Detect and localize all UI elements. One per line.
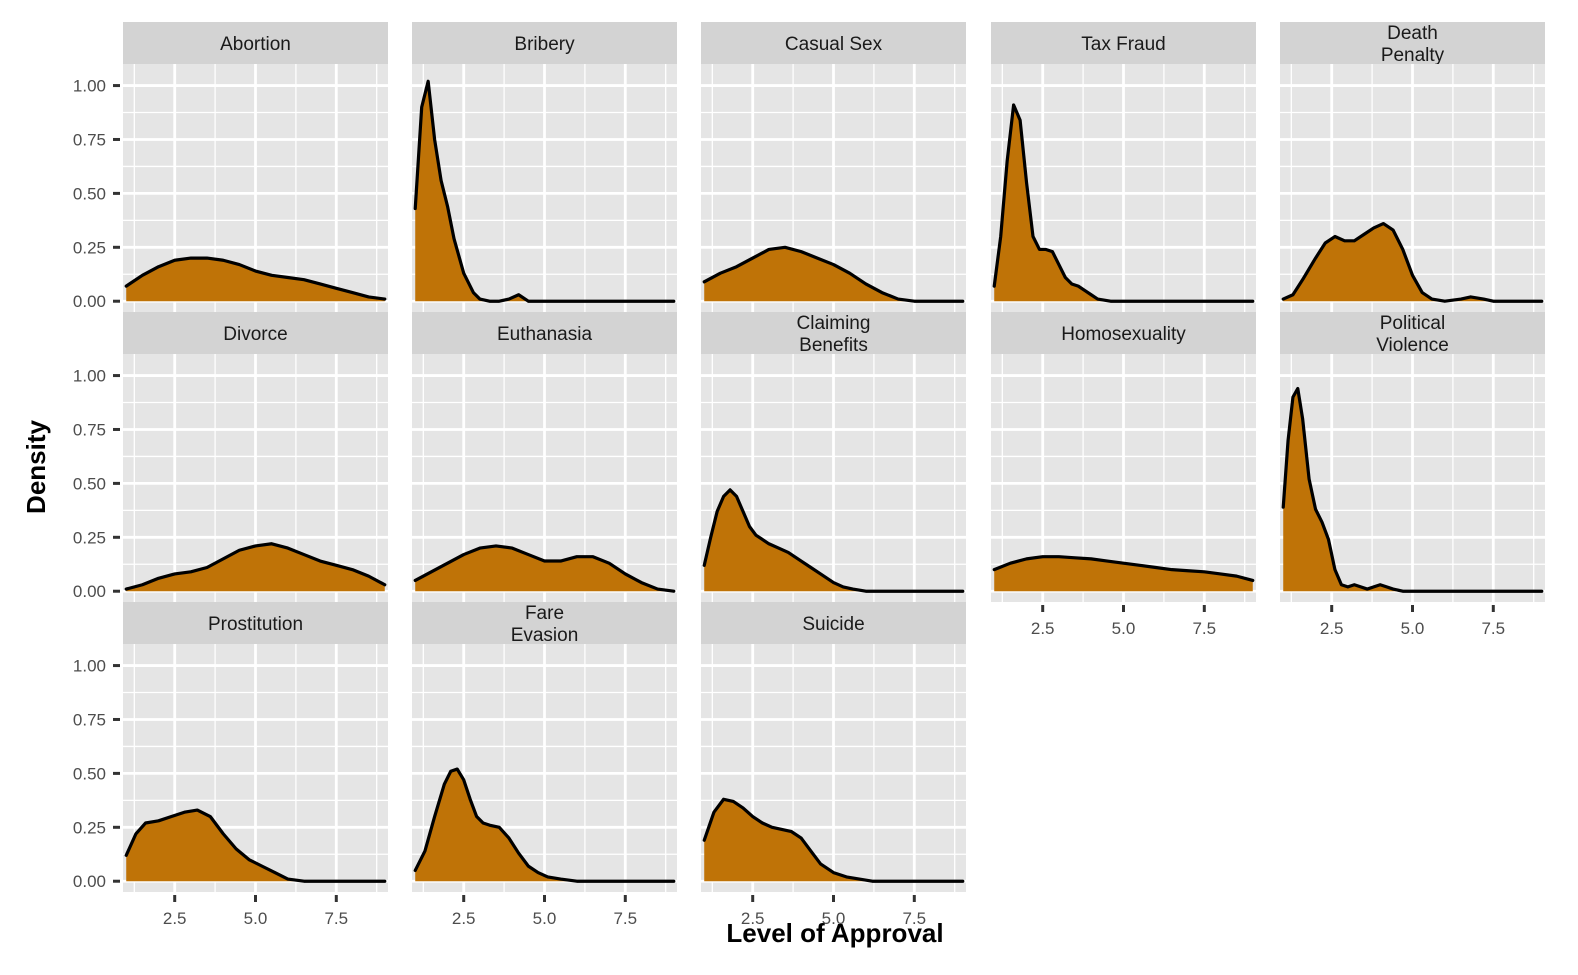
density-line bbox=[702, 488, 965, 593]
facet-strip-label: Suicide bbox=[802, 614, 864, 635]
density-line bbox=[992, 103, 1255, 303]
x-tick-label: 7.5 bbox=[1481, 619, 1505, 638]
facet-strip-label: Divorce bbox=[223, 324, 287, 345]
y-tick-label: 0.75 bbox=[73, 130, 106, 149]
density-area bbox=[1283, 223, 1542, 302]
density-line bbox=[413, 79, 676, 303]
density-line bbox=[124, 256, 387, 301]
density-area bbox=[704, 489, 963, 592]
x-tick-label: 7.5 bbox=[613, 909, 637, 928]
density-area bbox=[415, 545, 674, 592]
density-line bbox=[992, 555, 1255, 583]
facet-strip bbox=[1280, 312, 1545, 354]
facet-2: Bribery bbox=[412, 22, 677, 312]
facet-strip-label: Death Penalty bbox=[1381, 23, 1445, 66]
density-line bbox=[702, 245, 965, 303]
facet-strip bbox=[412, 602, 677, 644]
x-tick-label: 5.0 bbox=[244, 909, 268, 928]
facet-strip bbox=[1280, 22, 1545, 64]
facet-11: Prostitution 0.00 0.25 0.50 0.75 1.00 2.5 5.0 7.… bbox=[73, 602, 388, 928]
y-tick-label: 0.00 bbox=[73, 872, 106, 891]
facet-1: Abortion 0.00 0.25 0.50 0.75 1.00 bbox=[73, 22, 388, 312]
density-line bbox=[413, 544, 676, 593]
density-area bbox=[126, 810, 385, 882]
facet-5: Death Penalty bbox=[1280, 22, 1545, 312]
facet-strip-label: Bribery bbox=[514, 34, 575, 55]
facet-strip bbox=[123, 312, 388, 354]
density-line bbox=[702, 797, 965, 883]
facet-strip bbox=[701, 312, 966, 354]
x-tick-label: 2.5 bbox=[163, 909, 187, 928]
y-tick-label: 0.50 bbox=[73, 474, 106, 493]
density-area bbox=[704, 799, 963, 882]
facet-strip-label: Euthanasia bbox=[497, 324, 593, 345]
y-tick-label: 0.50 bbox=[73, 764, 106, 783]
x-tick-label: 5.0 bbox=[533, 909, 557, 928]
facet-10: Political Violence 2.5 5.0 7.5 bbox=[1280, 312, 1545, 638]
y-tick-label: 0.25 bbox=[73, 238, 106, 257]
y-tick-label: 1.00 bbox=[73, 77, 106, 96]
y-tick-label: 0.50 bbox=[73, 184, 106, 203]
facet-strip bbox=[412, 312, 677, 354]
y-tick-label: 0.00 bbox=[73, 582, 106, 601]
x-tick-label: 2.5 bbox=[452, 909, 476, 928]
density-line bbox=[1281, 221, 1544, 303]
facet-strip-label: Prostitution bbox=[208, 614, 303, 635]
x-tick-label: 2.5 bbox=[1031, 619, 1055, 638]
facet-strip-label: Homosexuality bbox=[1061, 324, 1186, 345]
density-area bbox=[1283, 388, 1542, 592]
facet-7: Euthanasia bbox=[412, 312, 677, 602]
x-tick-label: 2.5 bbox=[1320, 619, 1344, 638]
y-tick-label: 1.00 bbox=[73, 367, 106, 386]
facet-strip bbox=[701, 22, 966, 64]
y-tick-label: 1.00 bbox=[73, 657, 106, 676]
x-tick-label: 7.5 bbox=[1192, 619, 1216, 638]
facet-panels: Abortion 0.00 0.25 0.50 0.75 1.00 Bribery Casua… bbox=[73, 22, 1545, 928]
facet-4: Tax Fraud bbox=[991, 22, 1256, 312]
facet-8: Claiming Benefits bbox=[701, 312, 966, 602]
facet-strip-label: Tax Fraud bbox=[1081, 34, 1165, 55]
density-line bbox=[413, 767, 676, 883]
y-tick-label: 0.75 bbox=[73, 710, 106, 729]
density-area bbox=[704, 247, 963, 302]
density-line bbox=[124, 808, 387, 883]
facet-3: Casual Sex bbox=[701, 22, 966, 312]
facet-6: Divorce 0.00 0.25 0.50 0.75 1.00 bbox=[73, 312, 388, 602]
x-tick-label: 5.0 bbox=[1401, 619, 1425, 638]
y-tick-label: 0.25 bbox=[73, 818, 106, 837]
facet-strip bbox=[991, 22, 1256, 64]
y-tick-label: 0.00 bbox=[73, 292, 106, 311]
density-area bbox=[126, 258, 385, 302]
density-area bbox=[415, 769, 674, 882]
density-area bbox=[994, 556, 1253, 592]
x-tick-label: 7.5 bbox=[324, 909, 348, 928]
facet-strip bbox=[412, 22, 677, 64]
facet-strip-label: Fare Evasion bbox=[511, 603, 579, 646]
density-line bbox=[124, 542, 387, 591]
density-area bbox=[126, 543, 385, 592]
density-area bbox=[415, 81, 674, 302]
x-tick-label: 7.5 bbox=[902, 909, 926, 928]
facet-strip bbox=[991, 312, 1256, 354]
x-tick-label: 5.0 bbox=[822, 909, 846, 928]
facet-strip bbox=[123, 602, 388, 644]
facet-12: Fare Evasion 2.5 5.0 7.5 bbox=[412, 602, 677, 928]
facet-13: Suicide 2.5 5.0 7.5 bbox=[701, 602, 966, 928]
y-tick-label: 0.25 bbox=[73, 528, 106, 547]
facet-strip bbox=[123, 22, 388, 64]
facet-strip-label: Casual Sex bbox=[785, 34, 883, 55]
y-tick-label: 0.75 bbox=[73, 420, 106, 439]
density-line bbox=[1281, 386, 1544, 593]
facet-strip-label: Claiming Benefits bbox=[797, 313, 871, 356]
x-tick-label: 2.5 bbox=[741, 909, 765, 928]
facet-9: Homosexuality 2.5 5.0 7.5 bbox=[991, 312, 1256, 638]
facet-strip bbox=[701, 602, 966, 644]
x-tick-label: 5.0 bbox=[1112, 619, 1136, 638]
y-axis-title: Density bbox=[21, 420, 51, 514]
x-axis-title: Level of Approval bbox=[726, 918, 943, 948]
facet-strip-label: Abortion bbox=[220, 34, 291, 55]
facet-strip-label: Political Violence bbox=[1376, 313, 1449, 356]
